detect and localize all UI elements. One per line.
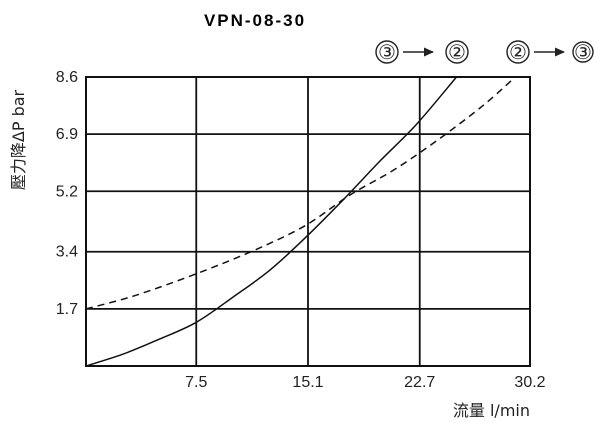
legend-to-label: ② bbox=[448, 42, 466, 64]
legend-item-3-to-2: ③ ② bbox=[375, 40, 469, 64]
y-tick-label: 8.6 bbox=[56, 69, 78, 86]
y-tick-label: 1.7 bbox=[56, 301, 78, 318]
legend-to-label: ③ bbox=[574, 42, 592, 64]
legend-from-label: ③ bbox=[378, 42, 396, 64]
grid bbox=[85, 76, 531, 367]
y-tick-label: 3.4 bbox=[56, 244, 78, 261]
x-tick-label: 7.5 bbox=[185, 374, 207, 391]
x-tick-label: 15.1 bbox=[292, 374, 323, 391]
y-axis-label: 壓力降ΔP bar bbox=[9, 89, 28, 190]
series-line-3-to-2 bbox=[85, 76, 458, 367]
y-tick-label: 5.2 bbox=[56, 183, 78, 200]
x-tick-label: 30.2 bbox=[514, 374, 545, 391]
legend-from-label: ② bbox=[509, 42, 527, 64]
arrow-right-icon bbox=[424, 47, 434, 57]
legend: ③ ② ② ③ bbox=[375, 40, 594, 64]
x-tick-label: 22.7 bbox=[404, 374, 435, 391]
tick-labels: 7.5 15.1 22.7 30.2 1.7 3.4 5.2 6.9 8.6 bbox=[56, 69, 546, 391]
x-axis-label: 流量 l/min bbox=[453, 401, 530, 420]
series-line-2-to-3 bbox=[85, 76, 516, 310]
chart-title: VPN-08-30 bbox=[204, 11, 306, 30]
y-tick-label: 6.9 bbox=[56, 126, 78, 143]
series-layer bbox=[85, 76, 516, 367]
arrow-right-icon bbox=[555, 47, 565, 57]
legend-item-2-to-3: ② ③ bbox=[506, 40, 594, 64]
